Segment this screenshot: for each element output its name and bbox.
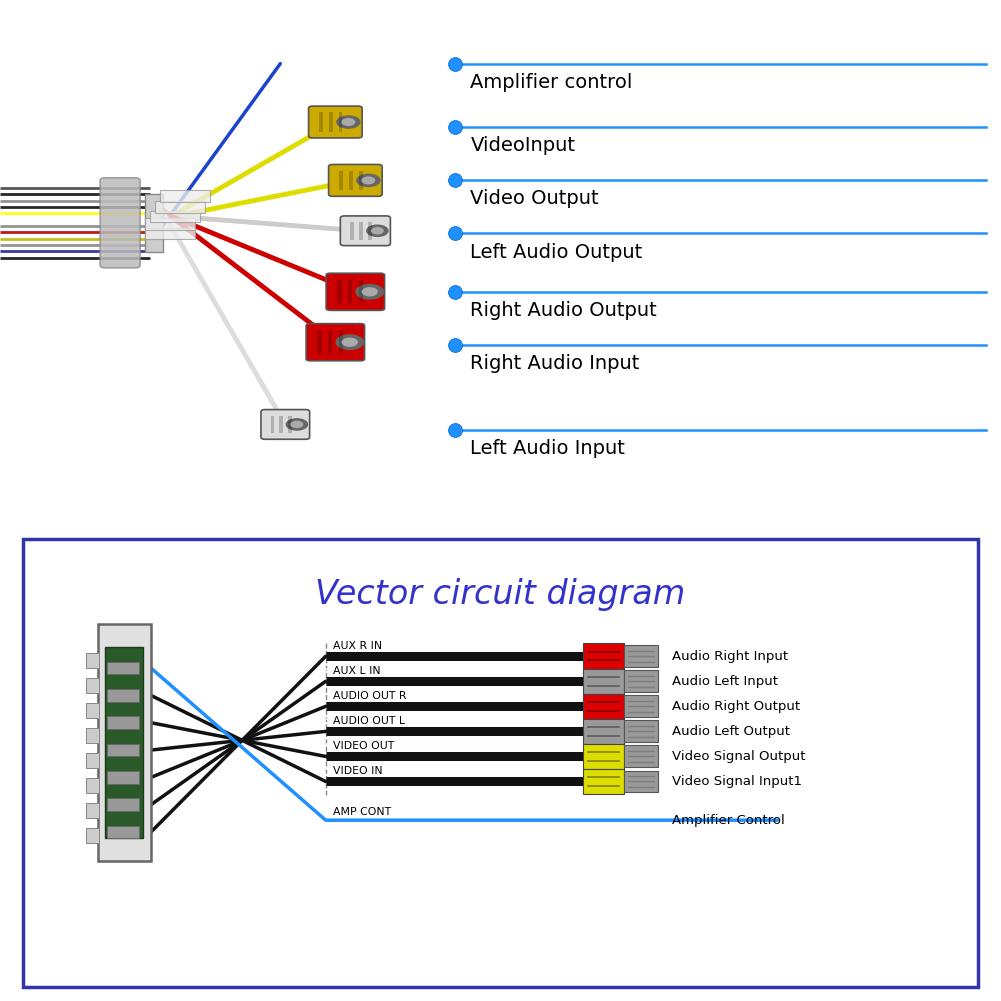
Bar	[107, 744, 139, 757]
Bar	[160, 190, 210, 202]
Text: VIDEO IN: VIDEO IN	[333, 766, 383, 776]
Bar	[583, 694, 624, 719]
Text: AUDIO OUT R: AUDIO OUT R	[333, 691, 407, 701]
Bar	[624, 746, 658, 768]
Bar	[86, 753, 99, 768]
Text: AMP CONT: AMP CONT	[333, 807, 391, 817]
FancyBboxPatch shape	[326, 273, 384, 310]
Bar	[583, 769, 624, 794]
Circle shape	[357, 174, 379, 186]
Circle shape	[291, 421, 302, 427]
Bar	[107, 662, 139, 675]
Text: Vector circuit diagram: Vector circuit diagram	[315, 579, 686, 612]
Bar	[86, 803, 99, 818]
Bar	[317, 330, 321, 353]
Bar	[97, 625, 151, 861]
Circle shape	[342, 338, 357, 346]
Text: Right Audio Output: Right Audio Output	[470, 301, 658, 320]
Text: Video Signal Output: Video Signal Output	[673, 750, 806, 763]
Bar	[337, 280, 341, 303]
Bar	[270, 415, 274, 433]
Text: Audio Right Output: Audio Right Output	[673, 700, 801, 713]
Bar	[86, 678, 99, 693]
Bar	[624, 671, 658, 693]
Bar	[348, 171, 352, 190]
Bar	[107, 826, 139, 839]
Circle shape	[362, 177, 374, 184]
Text: Audio Right Input: Audio Right Input	[673, 650, 789, 663]
Text: Video Signal Input1: Video Signal Input1	[673, 775, 803, 788]
Circle shape	[366, 225, 388, 236]
Bar	[368, 222, 372, 239]
Bar	[339, 171, 343, 190]
Circle shape	[286, 418, 307, 430]
Bar	[279, 415, 283, 433]
Circle shape	[336, 335, 363, 349]
Bar	[624, 771, 658, 793]
Bar	[107, 771, 139, 784]
Text: Audio Left Output: Audio Left Output	[673, 725, 791, 738]
Text: Right Audio Input: Right Audio Input	[470, 354, 640, 373]
FancyBboxPatch shape	[328, 164, 382, 196]
FancyBboxPatch shape	[308, 106, 362, 138]
FancyBboxPatch shape	[261, 409, 309, 439]
Text: AUX R IN: AUX R IN	[333, 641, 382, 651]
Text: VIDEO OUT: VIDEO OUT	[333, 741, 394, 751]
Text: Left Audio Input: Left Audio Input	[470, 438, 626, 457]
Bar	[583, 644, 624, 669]
Bar	[145, 193, 163, 252]
Bar	[288, 415, 291, 433]
Text: AUX L IN: AUX L IN	[333, 666, 381, 676]
FancyBboxPatch shape	[100, 178, 140, 268]
Bar	[86, 828, 99, 843]
Bar	[150, 210, 200, 222]
Bar	[145, 227, 195, 239]
Bar	[145, 218, 195, 229]
Bar	[86, 703, 99, 718]
Text: Audio Left Input: Audio Left Input	[673, 675, 779, 688]
Circle shape	[356, 284, 383, 299]
Bar	[583, 669, 624, 694]
Bar	[359, 222, 363, 239]
Bar	[358, 171, 362, 190]
Bar	[107, 799, 139, 811]
Bar	[624, 696, 658, 718]
Bar	[359, 280, 363, 303]
Bar	[624, 646, 658, 667]
Bar	[86, 728, 99, 743]
Bar	[624, 721, 658, 743]
Text: Amplifier Control: Amplifier Control	[673, 814, 785, 827]
Bar	[86, 778, 99, 793]
Bar	[319, 112, 323, 132]
Bar	[86, 653, 99, 668]
Bar	[328, 112, 332, 132]
Text: Left Audio Output: Left Audio Output	[470, 242, 643, 261]
Circle shape	[371, 227, 383, 234]
Circle shape	[362, 288, 377, 295]
Bar	[155, 201, 205, 213]
Bar	[107, 689, 139, 702]
Bar	[105, 647, 143, 839]
Bar	[339, 330, 343, 353]
Bar	[348, 280, 352, 303]
Circle shape	[342, 119, 354, 125]
Text: AUDIO OUT L: AUDIO OUT L	[333, 716, 405, 726]
Bar	[583, 744, 624, 769]
Text: Video Output: Video Output	[470, 189, 599, 208]
Bar	[328, 330, 332, 353]
FancyBboxPatch shape	[306, 323, 364, 360]
FancyBboxPatch shape	[340, 216, 390, 245]
Text: Amplifier control: Amplifier control	[470, 73, 633, 92]
Text: VideoInput: VideoInput	[470, 136, 576, 155]
Bar	[338, 112, 342, 132]
Bar	[350, 222, 354, 239]
Circle shape	[337, 116, 359, 128]
Bar	[583, 719, 624, 744]
Bar	[107, 717, 139, 729]
